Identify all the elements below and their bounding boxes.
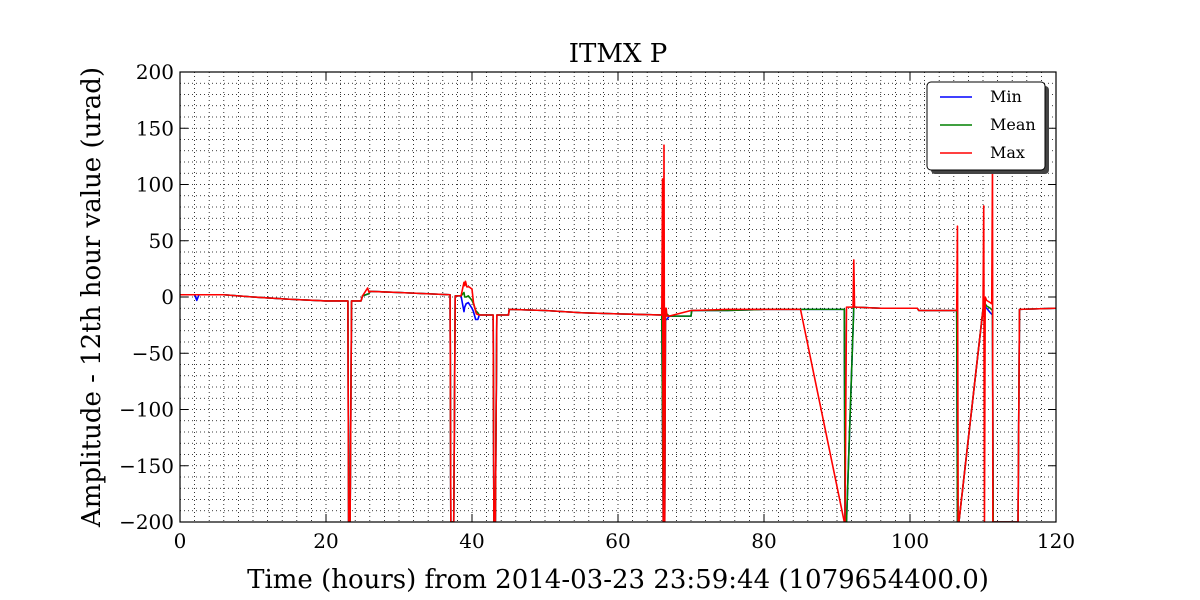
y-tick-label: 0 <box>161 285 174 309</box>
y-axis-label: Amplitude - 12th hour value (urad) <box>77 67 107 528</box>
axis-ticks <box>179 71 1057 523</box>
chart-title: ITMX P <box>569 39 668 69</box>
y-tick-label: 150 <box>136 116 174 140</box>
legend-label-min: Min <box>990 87 1022 106</box>
series-layer <box>180 144 1056 522</box>
x-axis-label: Time (hours) from 2014-03-23 23:59:44 (1… <box>247 565 989 595</box>
legend-label-max: Max <box>990 143 1025 162</box>
legend-box <box>926 81 1046 171</box>
x-tick-label: 100 <box>891 529 929 553</box>
y-tick-label: 50 <box>149 229 174 253</box>
y-tick-label: −200 <box>119 510 174 534</box>
legend: Min Mean Max <box>926 81 1049 174</box>
series-line-max <box>180 144 1056 522</box>
legend-label-mean: Mean <box>990 115 1036 134</box>
x-tick-labels: 0 20 40 60 80 100 120 <box>174 529 1075 553</box>
x-tick-label: 60 <box>605 529 630 553</box>
x-tick-label: 40 <box>459 529 484 553</box>
x-tick-label: 0 <box>174 529 187 553</box>
y-tick-label: −150 <box>119 454 174 478</box>
grid-lines <box>179 71 1057 523</box>
y-tick-label: 200 <box>136 60 174 84</box>
x-tick-label: 20 <box>313 529 338 553</box>
x-tick-label: 120 <box>1037 529 1075 553</box>
y-tick-label: −50 <box>132 341 174 365</box>
y-tick-label: −100 <box>119 398 174 422</box>
y-tick-labels: −200 −150 −100 −50 0 50 100 150 200 <box>119 60 174 534</box>
y-tick-label: 100 <box>136 173 174 197</box>
x-tick-label: 80 <box>751 529 776 553</box>
